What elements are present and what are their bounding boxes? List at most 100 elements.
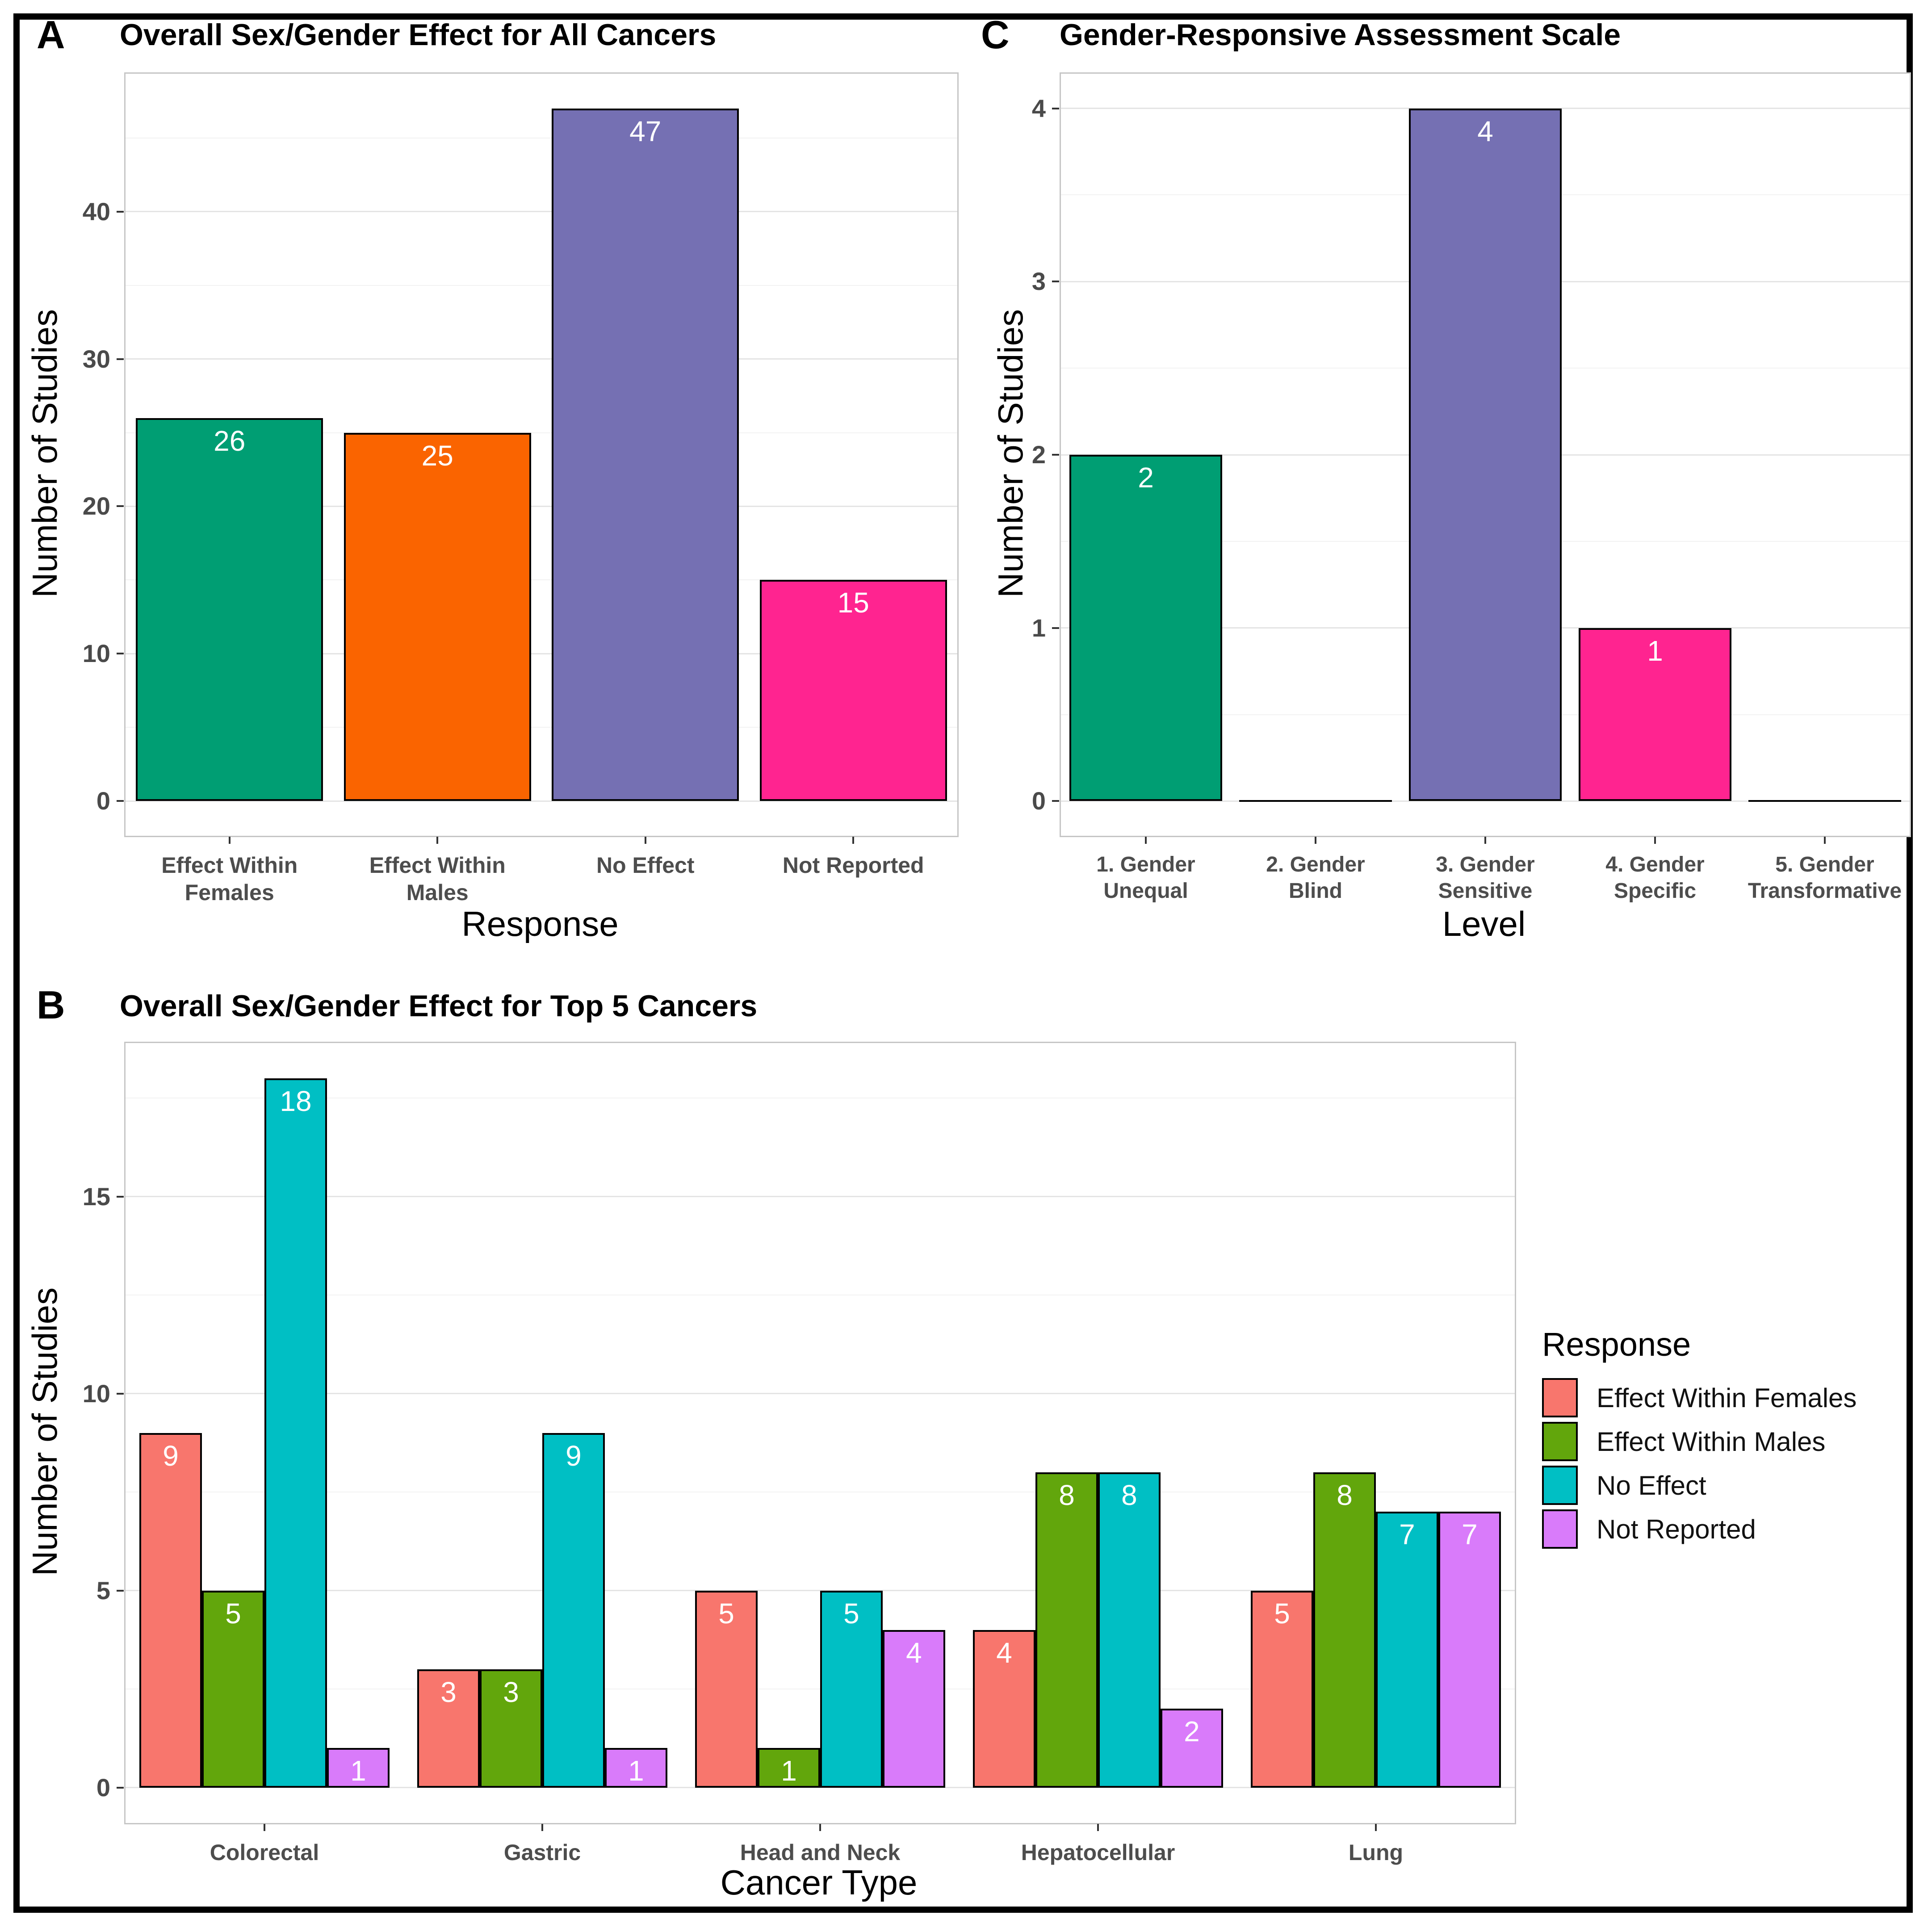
bar	[758, 1748, 820, 1788]
bar-value-label: 1	[350, 1755, 366, 1787]
x-tick-label: 3. Gender Sensitive	[1436, 853, 1535, 903]
legend-item: Effect Within Females	[1542, 1376, 1857, 1420]
bar-value-label: 1	[781, 1755, 797, 1787]
bar-value-label: 8	[1337, 1479, 1353, 1512]
bar	[1069, 455, 1222, 801]
x-tick-label: Head and Neck	[740, 1840, 901, 1865]
y-axis-tick	[117, 505, 124, 507]
gridline-major	[1061, 800, 1910, 802]
bar-value-label: 8	[1059, 1479, 1075, 1512]
bar	[759, 580, 947, 801]
panel-c-x-axis-title: Level	[1442, 904, 1526, 943]
y-axis-tick	[1052, 107, 1059, 109]
panel-c-plot-area: 0 1 2 3 4 1. Gender Unequal 2 2. Gender Blind 3.…	[1032, 72, 1911, 903]
panel-c-y-axis-title: Number of Studies	[991, 309, 1030, 598]
x-tick-label: Not Reported	[782, 853, 924, 878]
gridline-major	[126, 800, 957, 802]
panel-a-x-axis-title: Response	[461, 904, 619, 943]
x-axis-tick	[1484, 837, 1486, 844]
y-tick-label: 3	[1031, 267, 1046, 296]
bar-value-label: 47	[629, 115, 662, 147]
bar	[480, 1669, 542, 1788]
x-tick-label: 2. Gender Blind	[1266, 853, 1365, 903]
y-axis-tick	[1052, 800, 1059, 802]
x-axis-tick	[819, 1824, 821, 1831]
bar	[1251, 1590, 1314, 1788]
x-tick-label: Effect Within Males	[369, 853, 506, 905]
bar-value-label: 3	[440, 1676, 457, 1709]
legend-item: Effect Within Males	[1542, 1420, 1857, 1463]
y-tick-label: 10	[82, 1379, 110, 1408]
y-tick-label: 0	[96, 1773, 110, 1802]
panel-b-plot-area: 0 5 10 15 Colorectal 9 5 18 1 Gastric 3 3 9 1 Head and…	[83, 1042, 1516, 1865]
panel-a-title: Overall Sex/Gender Effect for All Cancer…	[120, 18, 717, 52]
bar	[552, 108, 739, 801]
panel-b-letter: B	[37, 983, 65, 1027]
legend: Response Effect Within Females Effect Wit…	[1542, 1323, 1857, 1551]
y-tick-label: 1	[1031, 613, 1046, 642]
y-axis-tick	[117, 1392, 124, 1395]
y-axis-tick	[1052, 627, 1059, 629]
y-axis-tick	[117, 210, 124, 213]
bar	[542, 1433, 605, 1788]
y-tick-label: 20	[82, 492, 110, 520]
bar	[973, 1630, 1036, 1788]
y-axis-tick	[117, 358, 124, 360]
panel-a-letter: A	[37, 13, 65, 57]
x-tick-label: 1. Gender Unequal	[1096, 853, 1195, 903]
bar-value-label: 9	[566, 1440, 582, 1472]
bar	[882, 1630, 945, 1788]
gridline-major	[126, 1196, 1515, 1198]
y-tick-label: 40	[82, 197, 110, 226]
bar-value-label: 25	[421, 439, 453, 472]
legend-item: No Effect	[1542, 1463, 1857, 1507]
x-axis-tick	[644, 837, 646, 844]
bar-value-label: 9	[163, 1440, 179, 1472]
x-axis-tick	[228, 837, 230, 844]
bar-value-label: 2	[1184, 1715, 1200, 1748]
bar-value-label: 5	[843, 1597, 859, 1630]
x-axis-tick	[1315, 837, 1316, 844]
legend-title: Response	[1542, 1326, 1691, 1363]
bar	[1313, 1472, 1376, 1788]
bar	[1438, 1512, 1501, 1788]
bar	[264, 1078, 327, 1788]
x-tick-label: Colorectal	[210, 1840, 319, 1865]
y-tick-label: 2	[1031, 440, 1046, 469]
legend-swatch	[1542, 1422, 1578, 1461]
x-axis-tick	[541, 1824, 543, 1831]
y-tick-label: 0	[96, 787, 110, 815]
bar-value-label: 4	[996, 1636, 1012, 1669]
x-axis-tick	[264, 1824, 265, 1831]
legend-label: No Effect	[1597, 1470, 1706, 1500]
x-axis-tick	[1375, 1824, 1377, 1831]
bar	[1409, 108, 1562, 801]
bar	[1579, 628, 1731, 801]
bar	[327, 1748, 390, 1788]
bar	[695, 1590, 758, 1788]
bar-value-label: 5	[225, 1597, 241, 1630]
legend-swatch	[1542, 1466, 1578, 1505]
panel-b-y-axis-title: Number of Studies	[25, 1287, 64, 1576]
bar-value-label: 5	[1274, 1597, 1290, 1630]
bar	[417, 1669, 480, 1788]
y-tick-label: 30	[82, 344, 110, 373]
gridline-major	[126, 358, 957, 360]
legend-item: Not Reported	[1542, 1507, 1857, 1551]
bar-value-label: 2	[1138, 461, 1154, 494]
x-axis-tick	[436, 837, 439, 844]
panel-b-title: Overall Sex/Gender Effect for Top 5 Canc…	[120, 989, 758, 1023]
bar-value-label: 1	[1647, 634, 1663, 667]
gridline-minor	[126, 432, 957, 433]
panel-a-plot-area: 0 10 20 30 40 Effect Within Females 26 Effect W…	[83, 72, 959, 905]
y-axis-tick	[117, 1195, 124, 1198]
bar-value-label: 4	[1477, 115, 1493, 147]
legend-swatch	[1542, 1378, 1578, 1417]
bar-value-label: 18	[280, 1085, 312, 1118]
legend-label: Not Reported	[1597, 1514, 1756, 1544]
bar	[1035, 1472, 1098, 1788]
gridline-major	[126, 211, 957, 213]
x-axis-tick	[852, 837, 855, 844]
bar	[1376, 1512, 1438, 1788]
y-axis-tick	[1052, 281, 1059, 283]
